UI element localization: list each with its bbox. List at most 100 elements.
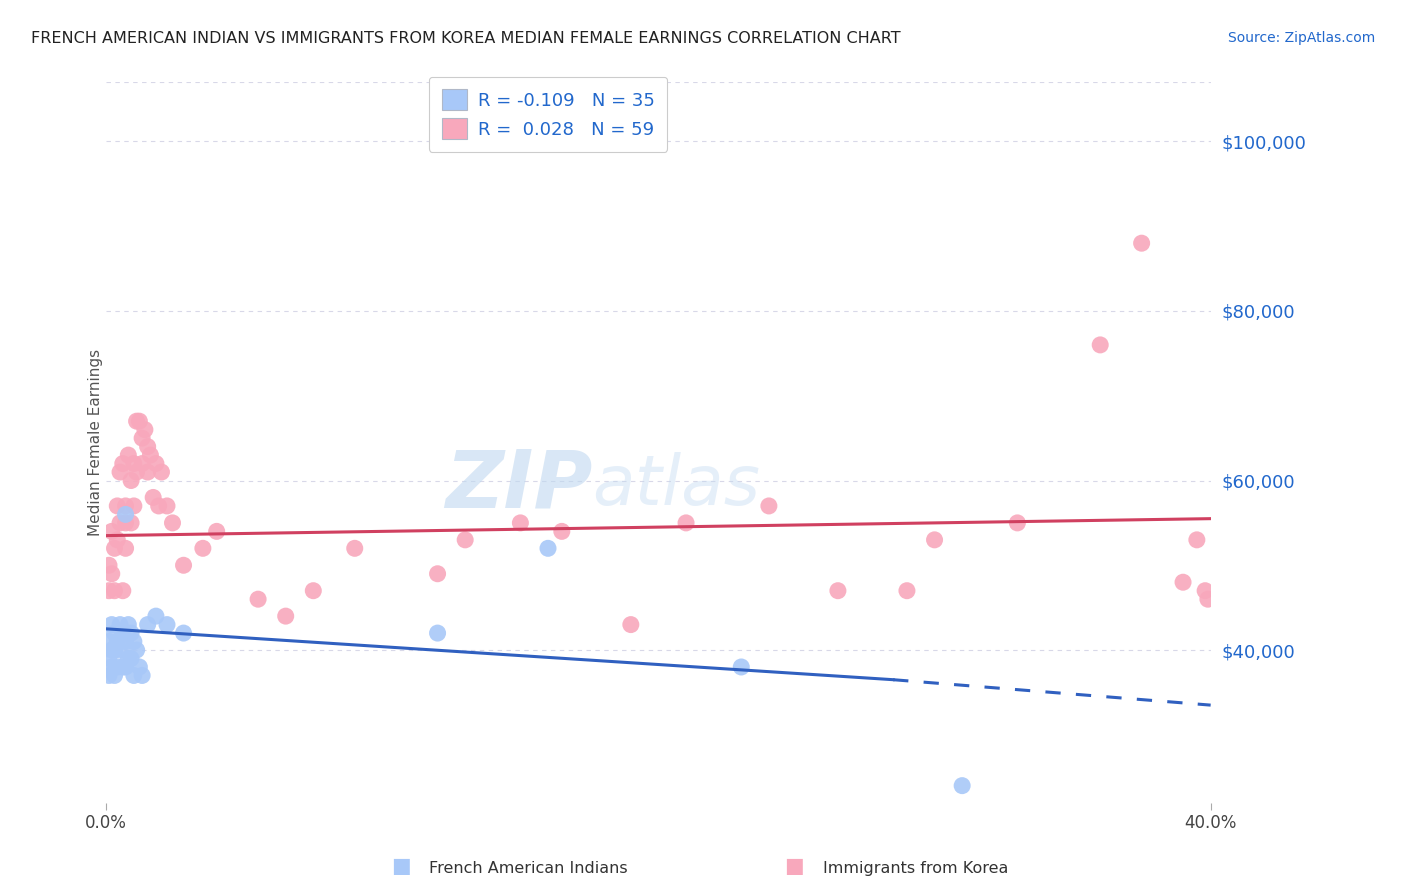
Point bbox=[125, 414, 148, 428]
Point bbox=[100, 524, 122, 539]
Text: ■: ■ bbox=[391, 856, 411, 876]
Point bbox=[191, 541, 214, 556]
Point bbox=[896, 583, 918, 598]
Point bbox=[1171, 575, 1194, 590]
Point bbox=[509, 516, 531, 530]
Point bbox=[730, 660, 752, 674]
Text: ■: ■ bbox=[785, 856, 804, 876]
Text: French American Indians: French American Indians bbox=[429, 861, 627, 876]
Point bbox=[111, 583, 134, 598]
Point bbox=[136, 617, 159, 632]
Point bbox=[114, 541, 136, 556]
Point bbox=[103, 541, 125, 556]
Point bbox=[108, 465, 131, 479]
Point bbox=[111, 457, 134, 471]
Point bbox=[156, 499, 179, 513]
Point bbox=[98, 634, 121, 648]
Point bbox=[103, 626, 125, 640]
Text: Immigrants from Korea: Immigrants from Korea bbox=[823, 861, 1008, 876]
Point bbox=[454, 533, 477, 547]
Point bbox=[173, 626, 195, 640]
Point bbox=[162, 516, 184, 530]
Point bbox=[122, 457, 145, 471]
Point bbox=[134, 423, 156, 437]
Point bbox=[1007, 516, 1029, 530]
Point bbox=[125, 465, 148, 479]
Point bbox=[117, 651, 139, 665]
Text: atlas: atlas bbox=[592, 452, 761, 519]
Point bbox=[675, 516, 697, 530]
Point bbox=[100, 617, 122, 632]
Point bbox=[114, 516, 136, 530]
Point bbox=[122, 499, 145, 513]
Point bbox=[98, 668, 121, 682]
Point bbox=[105, 533, 128, 547]
Point bbox=[131, 457, 153, 471]
Point bbox=[1194, 583, 1216, 598]
Point bbox=[98, 558, 121, 573]
Text: FRENCH AMERICAN INDIAN VS IMMIGRANTS FROM KOREA MEDIAN FEMALE EARNINGS CORRELATI: FRENCH AMERICAN INDIAN VS IMMIGRANTS FRO… bbox=[31, 31, 901, 46]
Point bbox=[111, 660, 134, 674]
Point bbox=[103, 643, 125, 657]
Point bbox=[247, 592, 270, 607]
Point bbox=[1090, 338, 1112, 352]
Point bbox=[114, 508, 136, 522]
Point bbox=[100, 566, 122, 581]
Point bbox=[274, 609, 297, 624]
Point bbox=[98, 583, 121, 598]
Point bbox=[827, 583, 849, 598]
Point bbox=[128, 414, 150, 428]
Point bbox=[537, 541, 560, 556]
Point bbox=[145, 609, 167, 624]
Point bbox=[758, 499, 780, 513]
Point bbox=[142, 491, 165, 505]
Point bbox=[924, 533, 946, 547]
Point bbox=[343, 541, 366, 556]
Y-axis label: Median Female Earnings: Median Female Earnings bbox=[87, 349, 103, 536]
Point bbox=[114, 634, 136, 648]
Point bbox=[139, 448, 162, 462]
Point bbox=[156, 617, 179, 632]
Point bbox=[108, 516, 131, 530]
Point bbox=[120, 651, 142, 665]
Point bbox=[108, 617, 131, 632]
Point bbox=[173, 558, 195, 573]
Point bbox=[114, 499, 136, 513]
Point bbox=[131, 668, 153, 682]
Point bbox=[105, 499, 128, 513]
Text: ZIP: ZIP bbox=[444, 447, 592, 524]
Point bbox=[620, 617, 643, 632]
Point bbox=[148, 499, 170, 513]
Point bbox=[111, 626, 134, 640]
Point bbox=[150, 465, 173, 479]
Text: Source: ZipAtlas.com: Source: ZipAtlas.com bbox=[1227, 31, 1375, 45]
Point bbox=[108, 643, 131, 657]
Point bbox=[205, 524, 228, 539]
Point bbox=[426, 566, 449, 581]
Point bbox=[136, 465, 159, 479]
Point bbox=[122, 634, 145, 648]
Point bbox=[131, 431, 153, 445]
Point bbox=[1185, 533, 1208, 547]
Point bbox=[120, 626, 142, 640]
Point bbox=[100, 643, 122, 657]
Point bbox=[117, 617, 139, 632]
Point bbox=[1197, 592, 1219, 607]
Point bbox=[117, 448, 139, 462]
Point bbox=[103, 668, 125, 682]
Point bbox=[105, 634, 128, 648]
Point bbox=[302, 583, 325, 598]
Point bbox=[98, 651, 121, 665]
Point bbox=[120, 474, 142, 488]
Point bbox=[105, 660, 128, 674]
Point bbox=[128, 660, 150, 674]
Point bbox=[145, 457, 167, 471]
Point bbox=[125, 643, 148, 657]
Point bbox=[551, 524, 574, 539]
Point bbox=[122, 668, 145, 682]
Point bbox=[114, 660, 136, 674]
Point bbox=[136, 440, 159, 454]
Point bbox=[950, 779, 973, 793]
Point bbox=[1130, 236, 1153, 251]
Point bbox=[120, 516, 142, 530]
